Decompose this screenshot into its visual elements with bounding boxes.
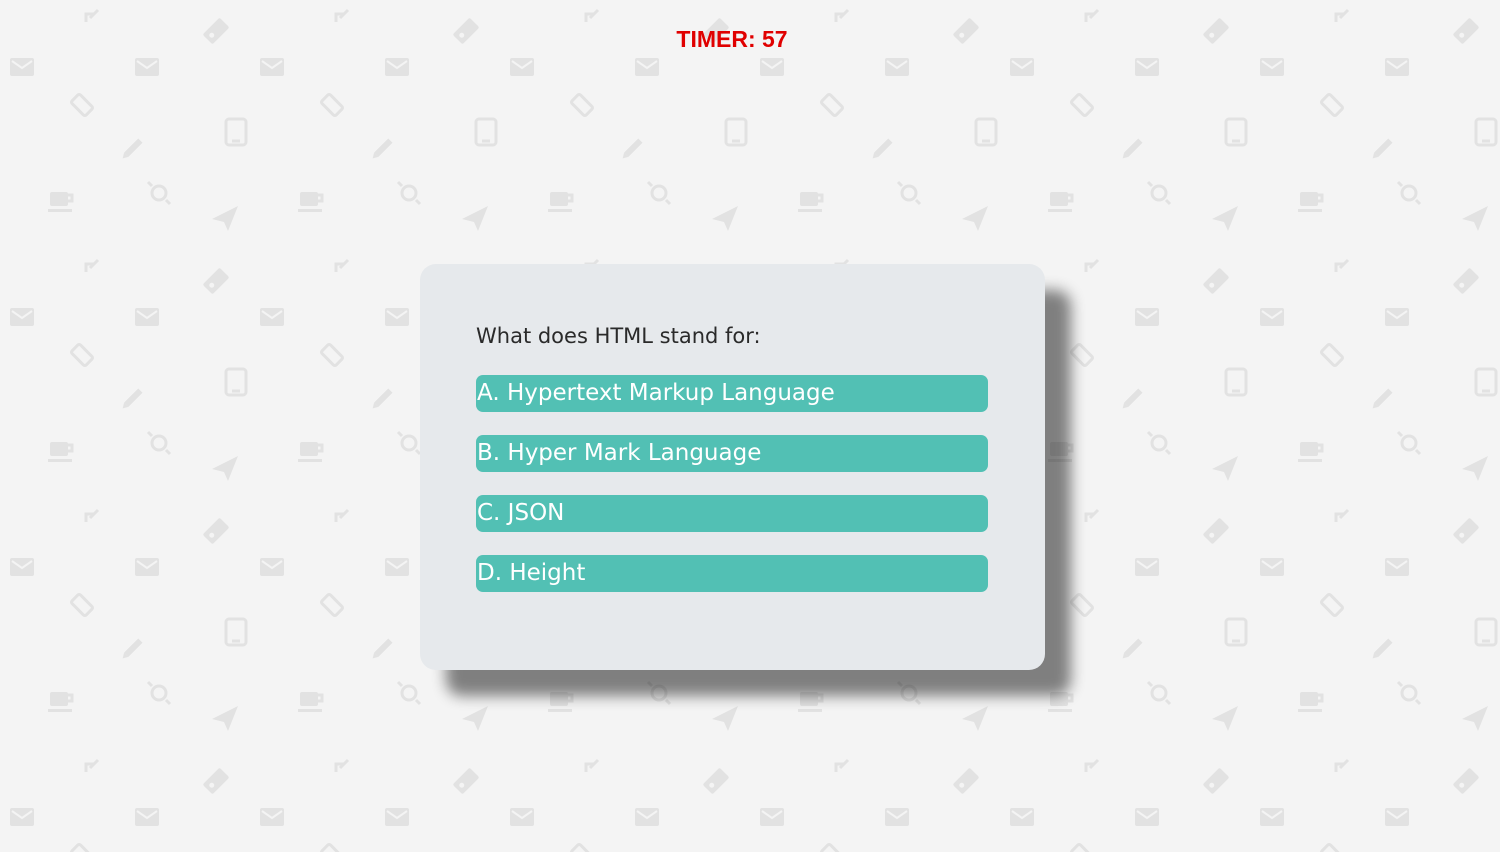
answer-button-a[interactable]: A. Hypertext Markup Language [476,375,988,412]
quiz-card: What does HTML stand for: A. Hypertext M… [420,264,1045,670]
answer-button-c[interactable]: C. JSON [476,495,988,532]
timer-label: TIMER: 57 [676,26,788,52]
answer-button-d[interactable]: D. Height [476,555,988,592]
answer-button-b[interactable]: B. Hyper Mark Language [476,435,988,472]
answer-list: A. Hypertext Markup Language B. Hyper Ma… [476,375,988,592]
question-text: What does HTML stand for: [476,324,761,348]
